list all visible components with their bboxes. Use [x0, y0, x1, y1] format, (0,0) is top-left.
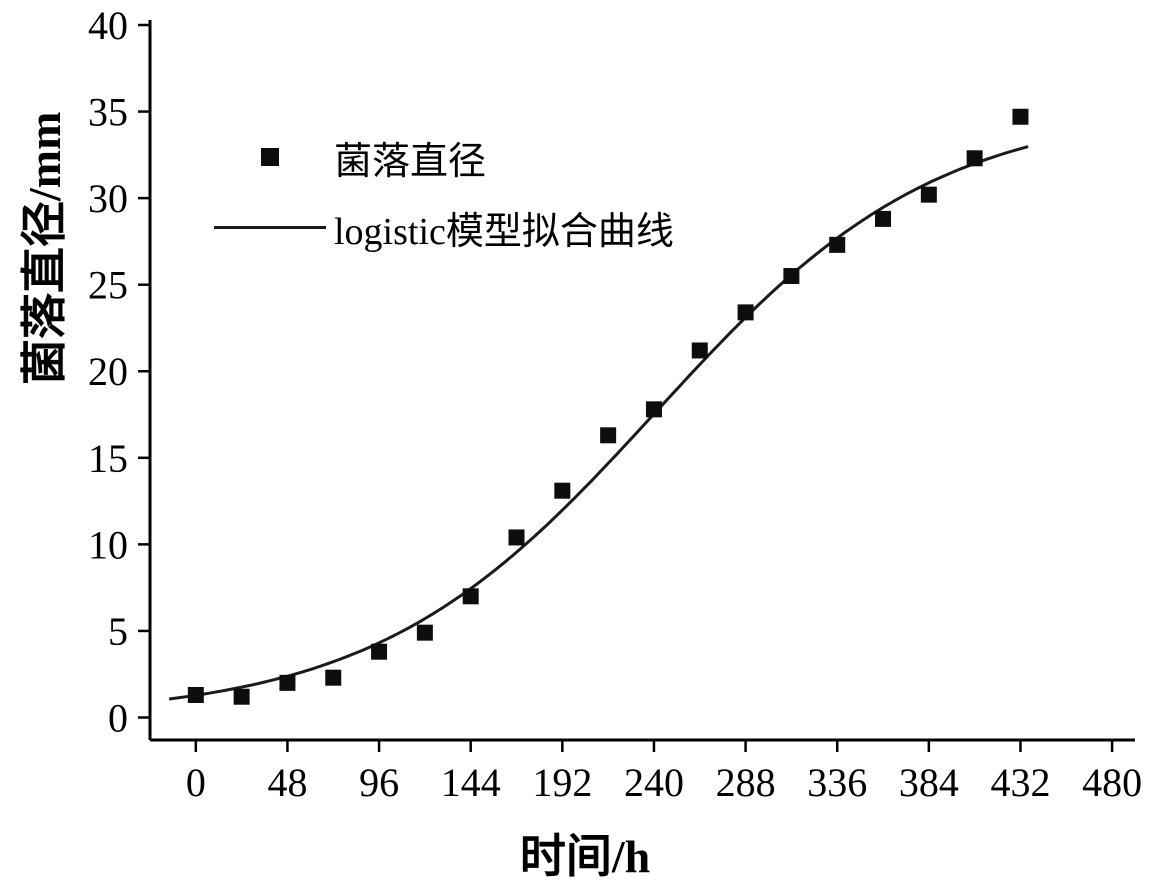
svg-text:15: 15 — [88, 436, 128, 481]
legend: 菌落直径 logistic模型拟合曲线 — [212, 130, 674, 254]
svg-text:240: 240 — [624, 760, 684, 805]
legend-item-colony-diameter: 菌落直径 — [212, 130, 674, 184]
svg-text:40: 40 — [88, 3, 128, 48]
svg-text:25: 25 — [88, 263, 128, 308]
svg-text:480: 480 — [1082, 760, 1142, 805]
legend-line-marker-icon — [212, 225, 328, 229]
svg-text:192: 192 — [532, 760, 592, 805]
svg-text:35: 35 — [88, 90, 128, 135]
legend-square-marker-icon — [212, 148, 328, 166]
svg-text:20: 20 — [88, 349, 128, 394]
svg-text:336: 336 — [807, 760, 867, 805]
legend-item-logistic-fit: logistic模型拟合曲线 — [212, 200, 674, 254]
svg-text:5: 5 — [108, 609, 128, 654]
y-axis-label: 菌落直径/mm — [19, 111, 70, 385]
svg-text:432: 432 — [990, 760, 1050, 805]
svg-text:0: 0 — [108, 695, 128, 740]
svg-text:384: 384 — [899, 760, 959, 805]
svg-text:144: 144 — [441, 760, 501, 805]
svg-text:96: 96 — [359, 760, 399, 805]
svg-text:0: 0 — [186, 760, 206, 805]
legend-label-colony-diameter: 菌落直径 — [334, 140, 487, 183]
svg-text:10: 10 — [88, 522, 128, 567]
svg-text:288: 288 — [716, 760, 776, 805]
legend-label-logistic-fit: logistic模型拟合曲线 — [334, 210, 674, 253]
svg-text:30: 30 — [88, 176, 128, 221]
x-axis-label: 时间/h — [519, 831, 651, 882]
svg-text:48: 48 — [267, 760, 307, 805]
